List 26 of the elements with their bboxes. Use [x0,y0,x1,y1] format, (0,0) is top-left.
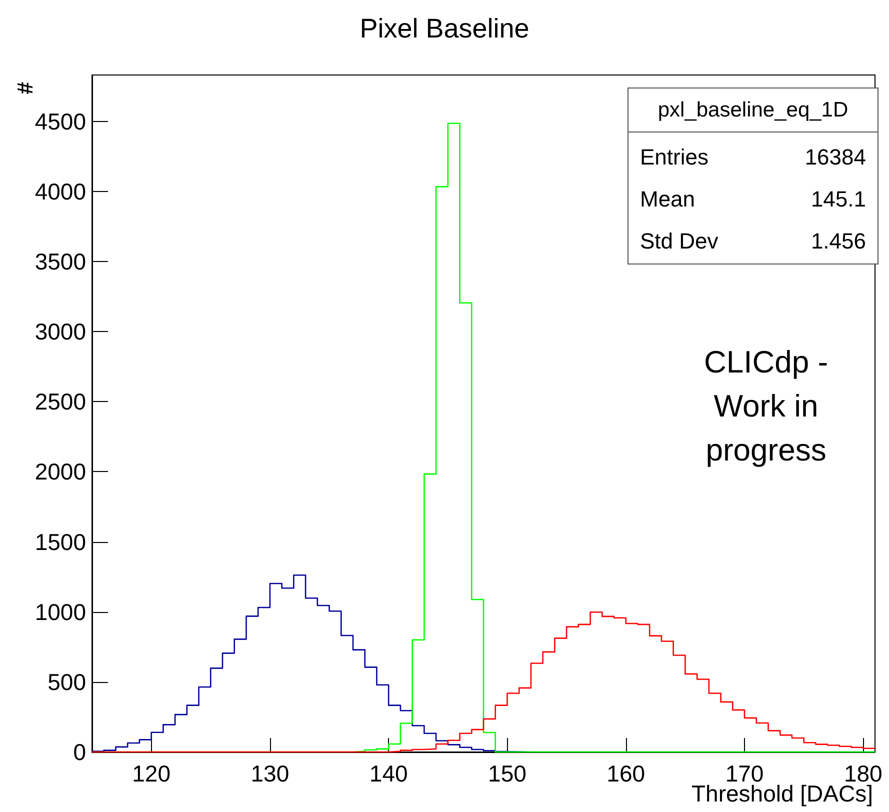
y-tick-label: 3000 [34,318,86,345]
y-tick-label: 1000 [34,598,86,625]
annotation: pxl_baseline_eq_1D [658,98,848,122]
y-tick-label: 0 [73,739,86,765]
y-tick-label: 2500 [34,388,86,415]
x-tick-label: 120 [132,760,171,786]
annotation: CLICdp - Work in progress [704,344,828,468]
annotation: Mean [640,186,696,212]
y-tick-label: 1500 [34,528,86,555]
annotation: 16384 [804,144,866,170]
annotation: Std Dev [640,228,718,254]
y-tick-label: 2000 [34,458,86,485]
y-tick-label: 3500 [34,248,86,274]
annotation: 1.456 [810,228,866,254]
y-axis-title: # [12,82,38,94]
annotation: Entries [640,144,708,170]
y-tick-label: 4000 [34,178,86,204]
x-tick-label: 130 [250,760,290,786]
x-tick-label: 140 [369,760,408,786]
chart-title: Pixel Baseline [360,14,530,44]
x-axis-title: Threshold [DACs] [691,780,874,806]
x-tick-label: 150 [488,760,526,786]
y-tick-label: 4500 [34,108,86,134]
y-tick-label: 500 [48,668,86,695]
x-tick-label: 160 [606,760,646,786]
annotation: 145.1 [810,186,866,212]
